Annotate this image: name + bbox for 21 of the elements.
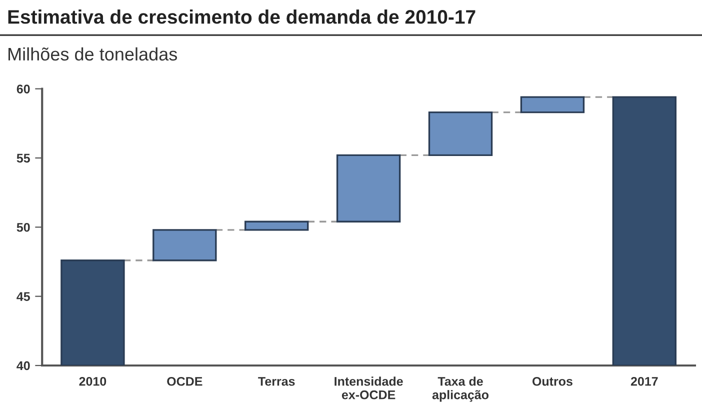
x-tick-label: 2017 [630, 376, 658, 386]
x-tick-label: OCDE [167, 376, 202, 386]
x-tick-label: Taxa de aplicação [432, 376, 489, 402]
bar [612, 96, 677, 366]
chart-title: Estimativa de crescimento de demanda de 2010-17 [8, 10, 476, 24]
y-tick-label: 60 [16, 84, 30, 94]
bar [244, 220, 309, 231]
y-tick-label: 45 [16, 292, 30, 301]
bar [60, 260, 125, 366]
y-tick-label: 50 [16, 222, 30, 232]
bar [428, 111, 493, 156]
chart-subtitle: Milhões de toneladas [8, 47, 178, 61]
y-tick-label: 40 [16, 361, 30, 370]
bar [152, 229, 217, 262]
x-tick-label: 2010 [79, 376, 106, 386]
x-tick-label: Intensidade ex-OCDE [334, 376, 403, 400]
x-tick-label: Terras [258, 377, 295, 386]
y-tick-label: 55 [16, 154, 30, 163]
x-tick-label: Outros [532, 376, 572, 386]
bar [520, 96, 585, 114]
bar [336, 154, 401, 222]
